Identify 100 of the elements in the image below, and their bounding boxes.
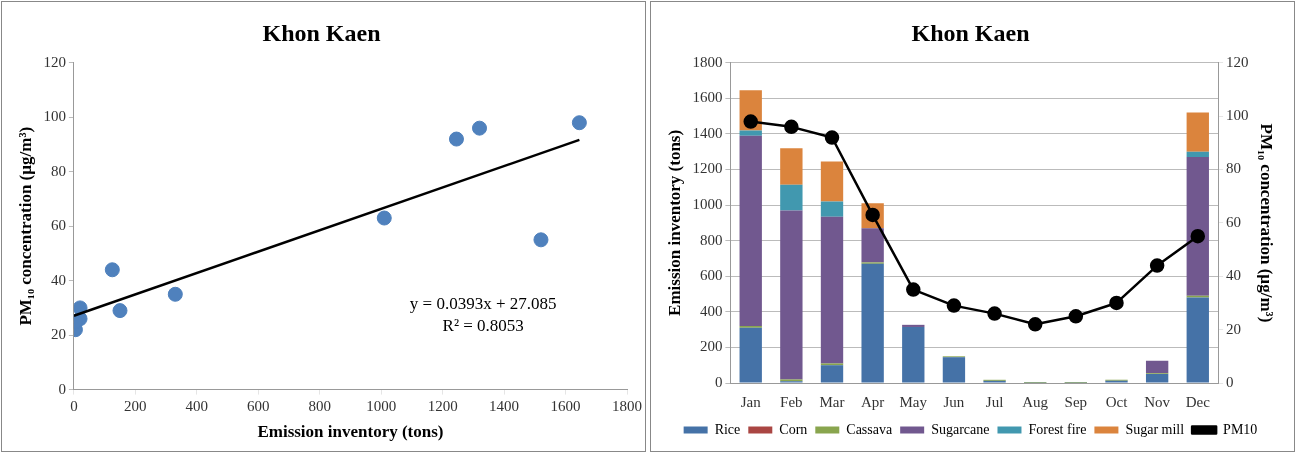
point <box>743 114 758 129</box>
bar <box>1186 157 1209 296</box>
x-tick-label: Sep <box>1064 393 1088 410</box>
point <box>1068 309 1084 324</box>
bar <box>902 326 925 383</box>
bar <box>820 216 844 364</box>
x-tick-label: Nov <box>1144 393 1171 410</box>
x-tick-label: 1200 <box>427 397 458 414</box>
y2-tick-label: 20 <box>1226 320 1242 337</box>
bar <box>780 184 803 211</box>
bar <box>1145 374 1169 383</box>
x-tick-label: 1600 <box>550 397 581 414</box>
point <box>472 120 488 136</box>
x-tick-label: Aug <box>1022 393 1049 410</box>
bar <box>902 324 925 327</box>
bar <box>820 201 844 217</box>
point <box>112 303 128 319</box>
x-tick-label: 1000 <box>366 397 397 414</box>
x-tick-label: 600 <box>247 397 270 414</box>
x-tick-label: Dec <box>1185 393 1211 410</box>
y2-tick-label: 0 <box>1226 373 1234 390</box>
y-tick-label: 120 <box>43 53 66 70</box>
point <box>1027 317 1043 332</box>
y-tick-label: 60 <box>50 217 66 234</box>
x-tick-label: Jan <box>740 393 762 410</box>
x-tick-label: 1800 <box>612 397 642 414</box>
x-tick-label: 800 <box>308 397 331 414</box>
bar <box>739 130 762 136</box>
y-tick-label: 1800 <box>692 53 723 70</box>
x-tick-label: Mar <box>819 393 845 410</box>
legend-label: Cassava <box>846 421 893 437</box>
y-tick-label: 80 <box>50 162 66 179</box>
x-tick-label: Apr <box>860 393 885 410</box>
x-tick-label: Oct <box>1105 393 1129 410</box>
bar <box>1145 360 1169 374</box>
x-axis-title: Emission inventory (tons) <box>257 422 444 442</box>
y-tick-label: 0 <box>714 373 723 390</box>
x-tick-label: May <box>899 393 928 410</box>
point <box>104 262 120 278</box>
bar <box>1186 112 1209 152</box>
y-tick-label: 1600 <box>692 89 723 106</box>
point <box>571 115 587 131</box>
x-tick-label: 200 <box>124 397 147 414</box>
point <box>784 119 799 135</box>
bar <box>942 357 966 383</box>
point <box>946 298 962 313</box>
point <box>1149 258 1165 273</box>
legend-label: Rice <box>714 421 741 437</box>
y-tick-label: 40 <box>50 271 66 288</box>
y-tick-label: 1200 <box>692 160 723 177</box>
y2-tick-label: 100 <box>1226 107 1249 124</box>
y-tick-label: 100 <box>43 108 66 125</box>
y-tick-label: 0 <box>58 380 66 397</box>
y-tick-label: 20 <box>50 326 66 343</box>
point <box>376 210 392 226</box>
legend-label: PM10 <box>1223 421 1258 437</box>
bar <box>780 148 803 185</box>
y-axis-title: Emission inventory (tons) <box>664 129 684 316</box>
y2-axis-title: PM₁₀ concentration (µg/m³) <box>1257 123 1277 323</box>
point <box>448 131 464 147</box>
point <box>906 282 921 297</box>
legend-label: Sugarcane <box>931 421 990 437</box>
x-tick-label: 1400 <box>489 397 520 414</box>
y2-tick-label: 80 <box>1226 160 1242 177</box>
bar <box>861 263 884 383</box>
point <box>824 130 840 145</box>
x-tick-label: Feb <box>780 393 803 410</box>
annotation: R² = 0.8053 <box>442 316 524 336</box>
x-tick-label: 0 <box>70 397 78 414</box>
point <box>1109 295 1124 311</box>
y2-tick-label: 60 <box>1226 213 1242 230</box>
y-tick-label: 800 <box>699 231 723 248</box>
bar <box>1186 151 1209 158</box>
y-axis-title: PM₁₀ concentration (µg/m³) <box>15 126 35 326</box>
x-tick-label: Jun <box>943 393 965 410</box>
bar <box>739 327 762 383</box>
y-tick-label: 200 <box>699 338 723 355</box>
chart-title: Khon Kaen <box>911 19 1030 46</box>
bar <box>1186 297 1209 383</box>
bar <box>739 135 762 327</box>
y-tick-label: 1000 <box>692 196 723 213</box>
y2-tick-label: 120 <box>1226 53 1249 70</box>
legend-label: Corn <box>779 421 808 437</box>
annotation: y = 0.0393x + 27.085 <box>409 294 557 314</box>
point <box>167 286 183 302</box>
point <box>1190 228 1206 244</box>
x-tick-label: 400 <box>185 397 209 414</box>
y-tick-label: 400 <box>699 302 723 319</box>
legend-label: Sugar mill <box>1125 421 1185 437</box>
chart-title: Khon Kaen <box>262 19 381 46</box>
y-tick-label: 1400 <box>692 124 723 141</box>
y-tick-label: 600 <box>699 267 723 284</box>
bar <box>820 161 844 202</box>
y2-tick-label: 40 <box>1226 267 1242 284</box>
bar <box>861 228 884 263</box>
x-tick-label: Jul <box>985 393 1004 410</box>
point <box>987 306 1002 321</box>
legend-label: Forest fire <box>1028 421 1087 437</box>
point <box>533 232 549 248</box>
bar <box>820 365 844 383</box>
